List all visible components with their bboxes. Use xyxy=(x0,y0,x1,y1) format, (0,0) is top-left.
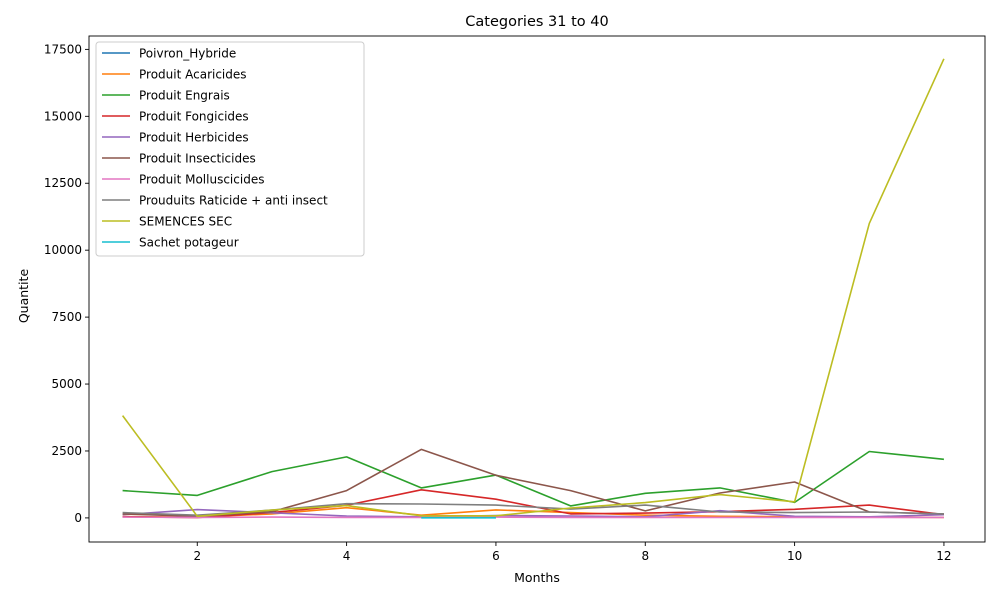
y-tick-label: 0 xyxy=(74,511,82,525)
legend-label-4: Produit Fongicides xyxy=(139,110,249,124)
y-tick-label: 5000 xyxy=(51,377,82,391)
legend-label-9: SEMENCES SEC xyxy=(139,215,232,229)
y-tick-label: 17500 xyxy=(44,42,82,56)
y-tick-label: 7500 xyxy=(51,310,82,324)
legend-label-8: Prouduits Raticide + anti insect xyxy=(139,194,328,208)
legend: Poivron_Hybride Produit Acaricides Produit… xyxy=(96,42,364,256)
legend-label-3: Produit Engrais xyxy=(139,89,230,103)
legend-label-1: Poivron_Hybride xyxy=(139,47,236,61)
x-tick-label: 2 xyxy=(193,549,201,563)
x-tick-label: 8 xyxy=(641,549,649,563)
x-tick-label: 6 xyxy=(492,549,500,563)
x-tick-label: 12 xyxy=(936,549,951,563)
x-axis-label: Months xyxy=(514,570,560,585)
legend-label-10: Sachet potageur xyxy=(139,236,239,250)
legend-label-7: Produit Molluscicides xyxy=(139,173,264,187)
y-tick-label: 15000 xyxy=(44,109,82,123)
y-axis-label: Quantite xyxy=(16,269,31,324)
x-tick-label: 10 xyxy=(787,549,802,563)
x-tick-label: 4 xyxy=(343,549,351,563)
legend-label-6: Produit Insecticides xyxy=(139,152,256,166)
y-tick-label: 10000 xyxy=(44,243,82,257)
y-tick-label: 2500 xyxy=(51,444,82,458)
legend-label-2: Produit Acaricides xyxy=(139,68,247,82)
legend-label-5: Produit Herbicides xyxy=(139,131,249,145)
y-tick-label: 12500 xyxy=(44,176,82,190)
chart-title: Categories 31 to 40 xyxy=(465,14,608,30)
